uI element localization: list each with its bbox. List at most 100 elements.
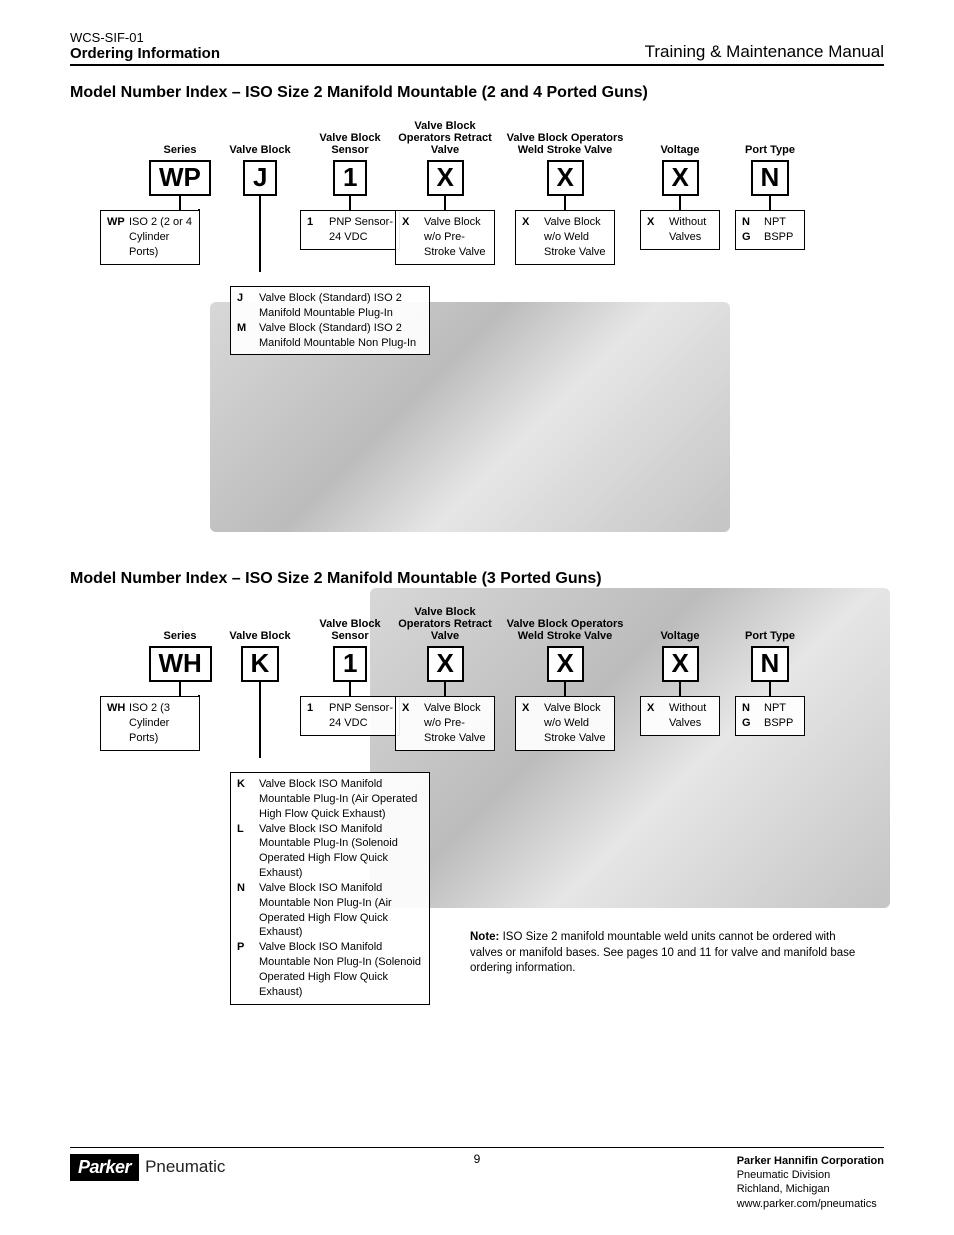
option-key: X bbox=[647, 215, 669, 245]
option-key: X bbox=[522, 215, 544, 260]
logo: Parker Pneumatic bbox=[70, 1154, 225, 1181]
option-key: 1 bbox=[307, 701, 329, 731]
option-desc: Valve Block w/o Weld Stroke Valve bbox=[544, 701, 608, 746]
option-key: N bbox=[237, 881, 259, 940]
option-row: XValve Block w/o Weld Stroke Valve bbox=[522, 701, 608, 746]
option-row: KValve Block ISO Manifold Mountable Plug… bbox=[237, 777, 423, 822]
section1-valve-block-options: JValve Block (Standard) ISO 2 Manifold M… bbox=[230, 286, 430, 355]
corp-line-2: Richland, Michigan bbox=[737, 1182, 884, 1196]
option-row: GBSPP bbox=[742, 230, 798, 245]
connector-stem bbox=[349, 196, 351, 210]
option-key: X bbox=[402, 701, 424, 746]
code-box: X bbox=[662, 160, 699, 196]
option-desc: NPT bbox=[764, 701, 798, 716]
col-header: Voltage bbox=[630, 112, 730, 156]
connector-stem bbox=[564, 682, 566, 696]
footer: Parker Pneumatic 9 Parker Hannifin Corpo… bbox=[70, 1147, 884, 1211]
option-row: NNPT bbox=[742, 215, 798, 230]
option-desc: PNP Sensor- 24 VDC bbox=[329, 701, 393, 731]
connector-stem bbox=[179, 682, 181, 696]
option-box: XValve Block w/o Pre-Stroke Valve bbox=[395, 210, 495, 265]
col-header: Voltage bbox=[630, 598, 730, 642]
manual-title: Training & Maintenance Manual bbox=[645, 42, 884, 62]
page-number: 9 bbox=[474, 1152, 481, 1166]
connector-stem bbox=[564, 196, 566, 210]
option-box: 1PNP Sensor- 24 VDC bbox=[300, 210, 400, 250]
col-header: Valve Block Operators Retract Valve bbox=[390, 112, 500, 156]
connector-stem bbox=[679, 682, 681, 696]
doc-code: WCS-SIF-01 bbox=[70, 30, 220, 45]
col-header: Series bbox=[150, 598, 210, 642]
col-header: Port Type bbox=[730, 598, 810, 642]
option-key: 1 bbox=[307, 215, 329, 245]
option-desc: ISO 2 (2 or 4 Cylinder Ports) bbox=[129, 215, 193, 260]
option-row: MValve Block (Standard) ISO 2 Manifold M… bbox=[237, 321, 423, 351]
option-desc: ISO 2 (3 Cylinder Ports) bbox=[129, 701, 193, 746]
option-key: X bbox=[647, 701, 669, 731]
option-box: NNPTGBSPP bbox=[735, 696, 805, 736]
option-box: WHISO 2 (3 Cylinder Ports) bbox=[100, 696, 200, 751]
connector-stem-long bbox=[259, 196, 261, 272]
option-desc: Valve Block (Standard) ISO 2 Manifold Mo… bbox=[259, 291, 423, 321]
code-box: X bbox=[662, 646, 699, 682]
connector-stem bbox=[769, 682, 771, 696]
logo-sub: Pneumatic bbox=[145, 1157, 225, 1177]
option-desc: Valve Block ISO Manifold Mountable Non P… bbox=[259, 881, 423, 940]
option-desc: Without Valves bbox=[669, 701, 713, 731]
option-desc: Valve Block ISO Manifold Mountable Plug-… bbox=[259, 777, 423, 822]
option-row: NNPT bbox=[742, 701, 798, 716]
code-box: N bbox=[751, 160, 790, 196]
corp-line-0: Parker Hannifin Corporation bbox=[737, 1154, 884, 1168]
connector-stem bbox=[444, 682, 446, 696]
option-box: XWithout Valves bbox=[640, 696, 720, 736]
col-header: Valve Block bbox=[210, 112, 310, 156]
option-row: JValve Block (Standard) ISO 2 Manifold M… bbox=[237, 291, 423, 321]
code-box: WP bbox=[149, 160, 211, 196]
option-desc: BSPP bbox=[764, 716, 798, 731]
option-key: G bbox=[742, 716, 764, 731]
option-row: XValve Block w/o Weld Stroke Valve bbox=[522, 215, 608, 260]
option-key: M bbox=[237, 321, 259, 351]
col-header: Valve Block bbox=[210, 598, 310, 642]
col-header: Valve Block Operators Retract Valve bbox=[390, 598, 500, 642]
option-row: GBSPP bbox=[742, 716, 798, 731]
code-box: X bbox=[427, 160, 464, 196]
option-row: XValve Block w/o Pre-Stroke Valve bbox=[402, 701, 488, 746]
option-box: XValve Block w/o Weld Stroke Valve bbox=[515, 210, 615, 265]
option-key: N bbox=[742, 215, 764, 230]
section1-title: Model Number Index – ISO Size 2 Manifold… bbox=[70, 84, 884, 102]
option-key: X bbox=[402, 215, 424, 260]
option-desc: NPT bbox=[764, 215, 798, 230]
header-left: WCS-SIF-01 Ordering Information bbox=[70, 30, 220, 62]
corp-line-3: www.parker.com/pneumatics bbox=[737, 1197, 884, 1211]
col-header: Valve Block Sensor bbox=[310, 598, 390, 642]
option-key: K bbox=[237, 777, 259, 822]
code-box: WH bbox=[149, 646, 212, 682]
col-header: Port Type bbox=[730, 112, 810, 156]
col-header: Valve Block Operators Weld Stroke Valve bbox=[500, 598, 630, 642]
option-desc: PNP Sensor- 24 VDC bbox=[329, 215, 393, 245]
option-key: G bbox=[742, 230, 764, 245]
option-row: 1PNP Sensor- 24 VDC bbox=[307, 701, 393, 731]
col-header: Valve Block Sensor bbox=[310, 112, 390, 156]
option-key: N bbox=[742, 701, 764, 716]
connector-stem bbox=[679, 196, 681, 210]
page-header: WCS-SIF-01 Ordering Information Training… bbox=[70, 30, 884, 66]
code-box: 1 bbox=[333, 646, 367, 682]
option-key: J bbox=[237, 291, 259, 321]
connector-stem bbox=[349, 682, 351, 696]
col-header: Series bbox=[150, 112, 210, 156]
note: Note: ISO Size 2 manifold mountable weld… bbox=[470, 930, 860, 977]
option-key: WH bbox=[107, 701, 129, 746]
option-box: 1PNP Sensor- 24 VDC bbox=[300, 696, 400, 736]
code-box: X bbox=[427, 646, 464, 682]
option-row: WPISO 2 (2 or 4 Cylinder Ports) bbox=[107, 215, 193, 260]
option-key: X bbox=[522, 701, 544, 746]
option-box: XValve Block w/o Weld Stroke Valve bbox=[515, 696, 615, 751]
option-desc: Valve Block (Standard) ISO 2 Manifold Mo… bbox=[259, 321, 423, 351]
connector-stem bbox=[769, 196, 771, 210]
option-desc: Valve Block w/o Pre-Stroke Valve bbox=[424, 701, 488, 746]
col-header: Valve Block Operators Weld Stroke Valve bbox=[500, 112, 630, 156]
connector-stem bbox=[179, 196, 181, 210]
logo-mark: Parker bbox=[70, 1154, 139, 1181]
